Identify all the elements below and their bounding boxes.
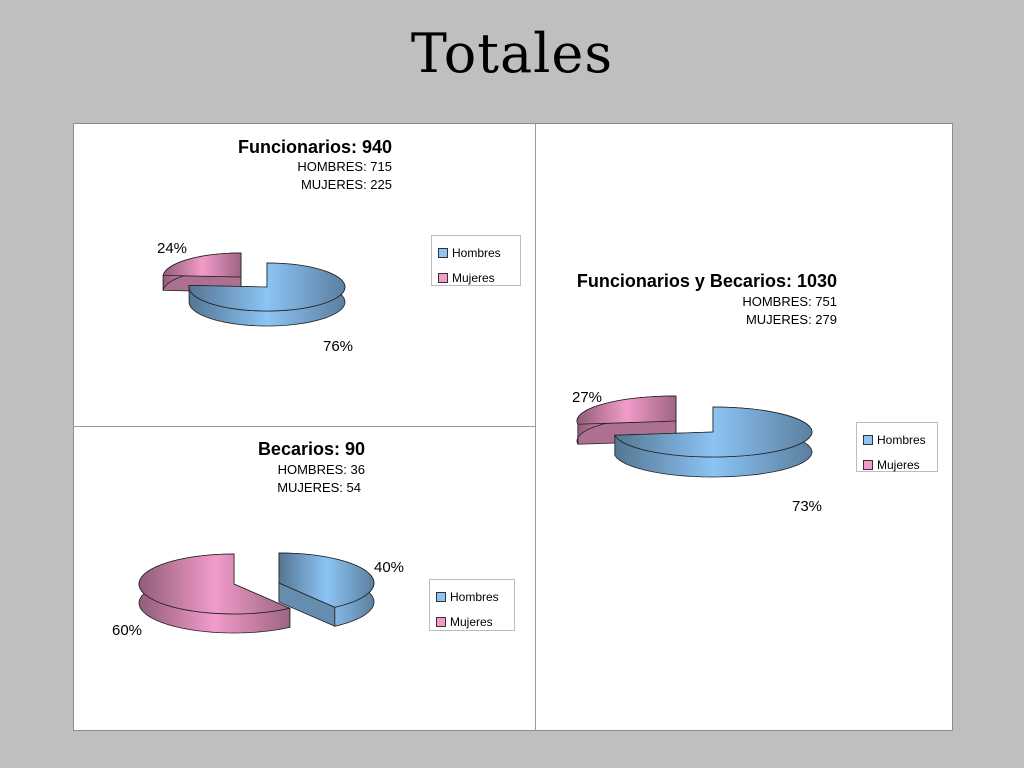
legend-item-hombres: Hombres	[438, 240, 514, 265]
chart-line-hombres: HOMBRES: 715	[297, 159, 392, 174]
chart-line-mujeres: MUJERES: 225	[300, 177, 392, 192]
pie-chart-becarios	[138, 552, 375, 634]
legend: Hombres Mujeres	[431, 235, 521, 286]
data-label-mujeres: 24%	[157, 240, 188, 257]
pie-slice-mujeres	[138, 553, 292, 634]
legend: Hombres Mujeres	[429, 579, 515, 631]
chart-line-hombres: HOMBRES: 36	[277, 462, 365, 477]
chart-line-mujeres: MUJERES: 54	[277, 480, 361, 495]
data-label-hombres: 76%	[323, 338, 354, 355]
legend-item-mujeres: Mujeres	[436, 609, 508, 634]
legend-item-hombres: Hombres	[863, 427, 931, 452]
legend-item-mujeres: Mujeres	[438, 265, 514, 290]
legend-swatch-mujeres	[863, 459, 873, 470]
legend-label: Mujeres	[450, 614, 493, 629]
legend-item-mujeres: Mujeres	[863, 452, 931, 477]
legend-label: Mujeres	[877, 457, 920, 472]
legend-swatch-hombres	[436, 591, 446, 602]
legend: Hombres Mujeres	[856, 422, 938, 472]
legend-swatch-hombres	[863, 434, 873, 445]
data-label-hombres: 40%	[374, 559, 405, 576]
legend-label: Mujeres	[452, 270, 495, 285]
chart-title-becarios: Becarios: 90	[257, 439, 365, 459]
legend-swatch-hombres	[438, 247, 448, 258]
chart-line-mujeres: MUJERES: 279	[745, 312, 837, 327]
legend-label: Hombres	[877, 432, 926, 447]
pie-slice-mujeres	[576, 395, 677, 445]
pie-slice-mujeres	[162, 252, 242, 293]
horizontal-divider	[73, 426, 536, 427]
slide-title: Totales	[410, 22, 614, 85]
pie-slice-hombres	[278, 552, 375, 627]
charts-frame	[73, 123, 953, 731]
legend-label: Hombres	[452, 245, 501, 260]
data-label-mujeres: 60%	[112, 622, 143, 639]
data-label-hombres: 73%	[792, 498, 823, 515]
pie-slice-hombres	[614, 406, 813, 478]
chart-title-funcionarios-y-becarios: Funcionarios y Becarios: 1030	[576, 271, 837, 291]
data-label-mujeres: 27%	[572, 389, 603, 406]
chart-title-funcionarios: Funcionarios: 940	[237, 137, 392, 157]
pie-chart-funcionarios-y-becarios	[576, 395, 813, 478]
legend-swatch-mujeres	[436, 616, 446, 627]
vertical-divider	[535, 123, 536, 731]
legend-label: Hombres	[450, 589, 499, 604]
chart-line-hombres: HOMBRES: 751	[742, 294, 837, 309]
legend-item-hombres: Hombres	[436, 584, 508, 609]
pie-slice-hombres	[188, 262, 346, 327]
pie-chart-funcionarios	[162, 252, 346, 327]
legend-swatch-mujeres	[438, 272, 448, 283]
